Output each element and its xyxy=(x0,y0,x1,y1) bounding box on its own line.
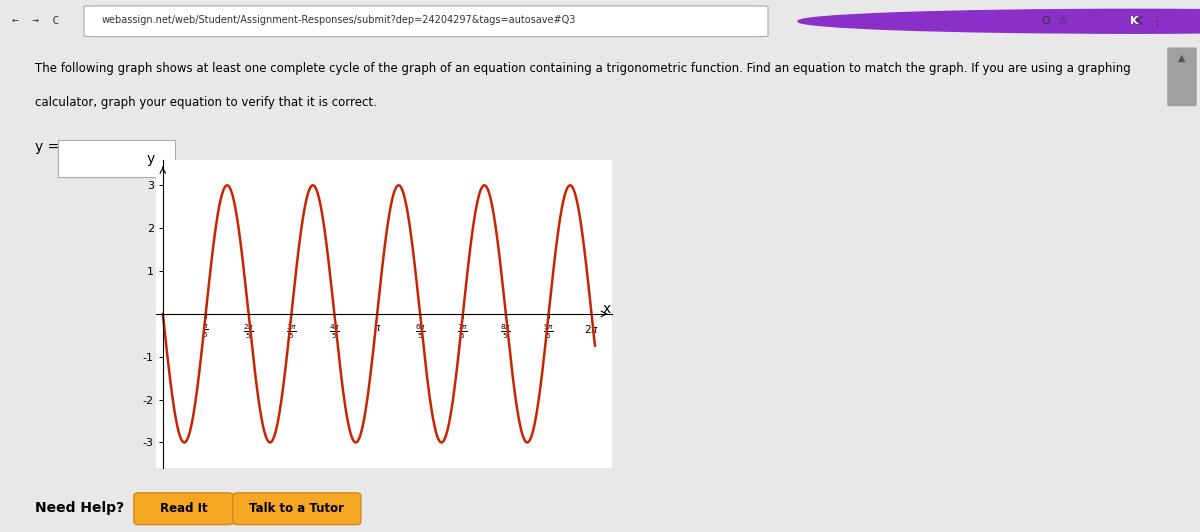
FancyBboxPatch shape xyxy=(134,493,233,525)
FancyBboxPatch shape xyxy=(1168,47,1196,106)
Text: x: x xyxy=(602,302,611,315)
FancyBboxPatch shape xyxy=(59,140,175,177)
Text: calculator, graph your equation to verify that it is correct.: calculator, graph your equation to verif… xyxy=(35,96,377,110)
Text: ←  →  C: ← → C xyxy=(12,16,59,26)
Text: Read It: Read It xyxy=(160,502,208,515)
Text: Q  ☆: Q ☆ xyxy=(1043,16,1068,26)
Text: Talk to a Tutor: Talk to a Tutor xyxy=(250,502,344,515)
Text: y =: y = xyxy=(35,140,59,154)
FancyBboxPatch shape xyxy=(233,493,361,525)
Text: Need Help?: Need Help? xyxy=(35,501,124,514)
Text: K  ⋮: K ⋮ xyxy=(1135,15,1164,28)
Text: y: y xyxy=(146,152,155,166)
Text: webassign.net/web/Student/Assignment-Responses/submit?dep=24204297&tags=autosave: webassign.net/web/Student/Assignment-Res… xyxy=(102,15,576,26)
Text: K: K xyxy=(1129,16,1139,26)
Text: ▲: ▲ xyxy=(1178,52,1186,62)
FancyBboxPatch shape xyxy=(84,6,768,37)
Text: The following graph shows at least one complete cycle of the graph of an equatio: The following graph shows at least one c… xyxy=(35,62,1130,75)
Circle shape xyxy=(798,10,1200,33)
